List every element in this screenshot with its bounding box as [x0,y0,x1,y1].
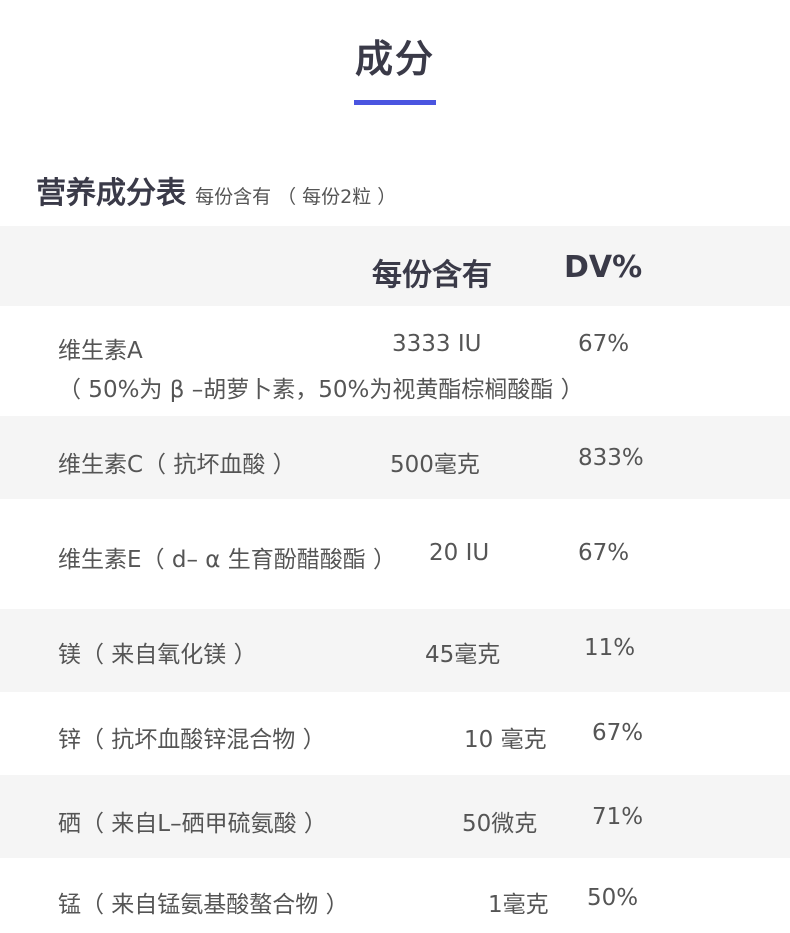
nutrient-dv: 67% [578,540,630,566]
nutrient-name: 锌（ 抗坏血酸锌混合物 ） [58,727,326,753]
table-caption: 营养成分表 每份含有 （ 每份2粒 ） [36,168,396,212]
table-row: 镁（ 来自氧化镁 ） 45毫克 11% [0,609,790,692]
nutrient-amount: 3333 IU [392,331,482,357]
table-row: 锌（ 抗坏血酸锌混合物 ） 10 毫克 67% [0,692,790,775]
nutrient-dv: 11% [584,635,636,661]
table-row: 维生素E（ d– α 生育酚醋酸酯 ） 20 IU 67% [0,499,790,609]
nutrient-amount: 45毫克 [425,642,501,668]
nutrient-amount: 1毫克 [488,892,549,918]
nutrient-dv: 67% [592,720,644,746]
nutrient-name: 镁（ 来自氧化镁 ） [58,642,257,668]
nutrient-note: （ 50%为 β –胡萝卜素，50%为视黄酯棕榈酸酯 ） [58,377,584,403]
title-underline [354,100,436,105]
table-row: 维生素C（ 抗坏血酸 ） 500毫克 833% [0,416,790,499]
section-title: 成分 [354,37,435,81]
table-row: 锰（ 来自锰氨基酸螯合物 ） 1毫克 50% [0,858,790,933]
caption-main: 营养成分表 [36,176,186,211]
nutrient-amount: 500毫克 [390,452,480,478]
table-row: 硒（ 来自L–硒甲硫氨酸 ） 50微克 71% [0,775,790,858]
nutrient-name: 维生素C（ 抗坏血酸 ） [58,452,296,478]
table-row: 维生素A （ 50%为 β –胡萝卜素，50%为视黄酯棕榈酸酯 ） 3333 I… [0,306,790,416]
nutrient-dv: 67% [578,331,630,357]
header-amount: 每份含有 [372,258,492,293]
nutrient-dv: 833% [578,445,644,471]
nutrient-amount: 20 IU [429,540,490,566]
nutrient-name: 维生素E（ d– α 生育酚醋酸酯 ） [58,547,397,573]
nutrient-name: 锰（ 来自锰氨基酸螯合物 ） [58,892,349,918]
nutrient-amount: 50微克 [462,811,538,837]
nutrient-amount: 10 毫克 [464,727,547,753]
table-header: 每份含有 DV% [0,226,790,306]
nutrient-dv: 71% [592,804,644,830]
nutrient-dv: 50% [587,885,639,911]
nutrient-name: 维生素A [58,338,143,364]
caption-sub: 每份含有 （ 每份2粒 ） [195,186,397,208]
header-dv: DV% [564,250,643,285]
nutrient-name: 硒（ 来自L–硒甲硫氨酸 ） [58,811,327,837]
